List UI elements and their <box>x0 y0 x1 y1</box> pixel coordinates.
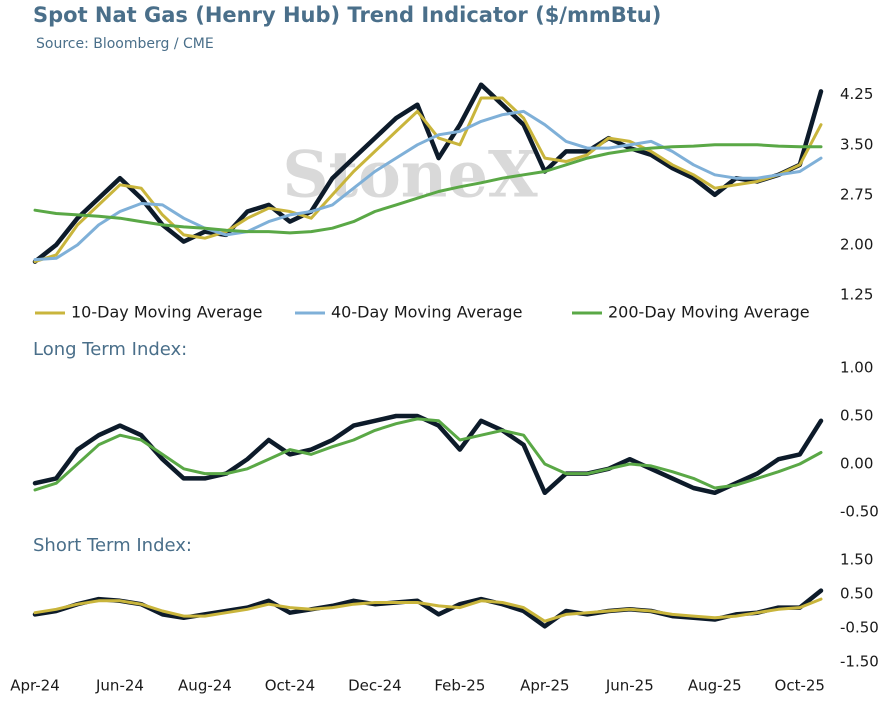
x-tick-label: Aug-24 <box>178 677 232 695</box>
legend-label: 200-Day Moving Average <box>608 303 810 322</box>
y-tick-label: 2.75 <box>840 185 873 203</box>
series-line <box>33 96 823 264</box>
series-line <box>33 143 823 235</box>
y-tick-label: 1.25 <box>840 286 873 304</box>
y-tick-label: -0.50 <box>840 619 879 637</box>
x-tick-label: Oct-25 <box>775 677 825 695</box>
y-tick-label: -0.50 <box>840 503 879 521</box>
legend-label: 40-Day Moving Average <box>331 303 522 322</box>
y-tick-label: 2.00 <box>840 235 873 253</box>
x-tick-label: Jun-25 <box>605 677 654 695</box>
x-tick-label: Dec-24 <box>348 677 402 695</box>
series-line <box>33 417 823 492</box>
x-tick-label: Apr-25 <box>520 677 570 695</box>
x-tick-label: Jun-24 <box>95 677 144 695</box>
chart-subtitle: Source: Bloomberg / CME <box>36 36 214 52</box>
x-tick-label: Apr-24 <box>10 677 60 695</box>
panel-title: Long Term Index: <box>33 339 187 360</box>
panel-title: Short Term Index: <box>33 535 192 556</box>
legend-label: 10-Day Moving Average <box>71 303 262 322</box>
chart-title: Spot Nat Gas (Henry Hub) Trend Indicator… <box>33 3 661 27</box>
y-tick-label: 0.50 <box>840 407 873 425</box>
y-tick-label: 4.25 <box>840 85 873 103</box>
y-tick-label: -1.50 <box>840 653 879 671</box>
series-line <box>33 597 823 623</box>
y-tick-label: 0.00 <box>840 455 873 473</box>
series-line <box>32 82 824 264</box>
y-tick-label: 1.00 <box>840 359 873 377</box>
y-tick-label: 1.50 <box>840 551 873 569</box>
x-tick-label: Aug-25 <box>688 677 742 695</box>
x-tick-label: Feb-25 <box>434 677 485 695</box>
series-line <box>33 109 823 262</box>
series-line <box>32 588 824 629</box>
y-tick-label: 3.50 <box>840 135 873 153</box>
x-tick-label: Oct-24 <box>265 677 315 695</box>
y-tick-label: 0.50 <box>840 585 873 603</box>
